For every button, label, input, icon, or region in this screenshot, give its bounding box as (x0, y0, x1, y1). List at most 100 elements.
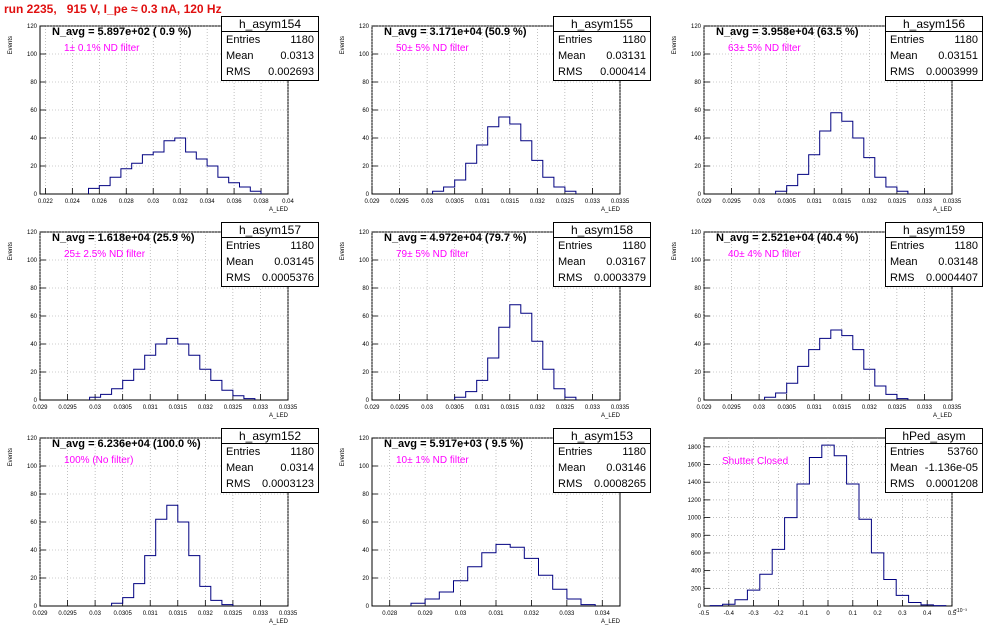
y-tick-label: 60 (30, 314, 37, 320)
y-tick-label: 1200 (688, 498, 702, 504)
x-tick-label: 0.032 (173, 199, 189, 205)
x-tick-label: 0.0305 (445, 405, 464, 411)
stats-value: 1180 (290, 32, 314, 48)
stats-value: 1180 (290, 444, 314, 460)
stats-value: 0.03131 (606, 48, 646, 64)
filter-annotation: 100% (No filter) (64, 455, 133, 466)
y-tick-label: 0 (698, 604, 702, 610)
x-axis-label: A_LED (933, 413, 953, 419)
stats-label: RMS (890, 64, 914, 80)
stats-value: 0.0004407 (926, 270, 978, 286)
filter-annotation: Shutter Closed (722, 456, 788, 467)
x-tick-label: 0.0305 (113, 611, 132, 617)
x-tick-label: 0.03 (147, 199, 159, 205)
x-tick-label: 0.03 (753, 199, 765, 205)
y-tick-label: 0 (366, 604, 370, 610)
navg-label: N_avg = 2.521e+04 (40.4 %) (716, 232, 858, 244)
x-axis-label: A_LED (601, 413, 621, 419)
filter-annotation: 10± 1% ND filter (396, 455, 469, 466)
y-tick-label: 20 (30, 370, 37, 376)
y-axis-label: Events (340, 448, 346, 466)
stats-label: Mean (890, 460, 918, 476)
x-tick-label: 0.031 (143, 611, 159, 617)
x-tick-label: 0.3 (898, 611, 907, 617)
stats-value: -1.136e-05 (925, 460, 978, 476)
x-tick-label: 0.0335 (611, 405, 630, 411)
navg-label: N_avg = 5.917e+03 ( 9.5 %) (384, 438, 523, 450)
histogram-name: h_asym156 (886, 17, 982, 32)
y-tick-label: 1600 (688, 463, 702, 469)
x-tick-label: 0.022 (38, 199, 54, 205)
y-tick-label: 60 (362, 314, 369, 320)
x-tick-label: 0.0295 (390, 199, 409, 205)
y-tick-label: 800 (691, 533, 702, 539)
x-tick-label: 0.03 (421, 405, 433, 411)
stats-label: Entries (226, 238, 260, 254)
navg-label: N_avg = 4.972e+04 (79.7 %) (384, 232, 526, 244)
y-tick-label: 120 (27, 24, 38, 30)
x-tick-label: 0.029 (32, 611, 48, 617)
stats-row-entries: Entries 1180 (222, 32, 318, 48)
y-tick-label: 20 (362, 576, 369, 582)
y-tick-label: 120 (27, 436, 38, 442)
stats-label: Mean (558, 460, 586, 476)
x-tick-label: 0.2 (873, 611, 882, 617)
x-tick-label: 0.029 (32, 405, 48, 411)
y-axis-label: Events (8, 448, 14, 466)
stats-label: Entries (558, 238, 592, 254)
y-tick-label: 120 (359, 230, 370, 236)
x-tick-label: 0.4 (923, 611, 932, 617)
y-tick-label: 40 (362, 342, 369, 348)
stats-value: 53760 (947, 444, 978, 460)
navg-label: N_avg = 1.618e+04 (25.9 %) (52, 232, 194, 244)
x-tick-label: 0.024 (65, 199, 81, 205)
histogram-name: h_asym157 (222, 223, 318, 238)
x-tick-label: 0.0325 (224, 405, 243, 411)
y-tick-label: 120 (691, 230, 702, 236)
x-tick-label: 0.033 (585, 405, 601, 411)
x-tick-label: 0.036 (227, 199, 243, 205)
y-tick-label: 400 (691, 569, 702, 575)
stats-label: Entries (226, 32, 260, 48)
y-tick-label: 0 (366, 192, 370, 198)
stats-label: Entries (558, 444, 592, 460)
x-tick-label: 0.0305 (445, 199, 464, 205)
x-tick-label: 0.0315 (169, 611, 188, 617)
stats-value: 1180 (954, 238, 978, 254)
y-tick-label: 120 (359, 436, 370, 442)
y-axis-label: Events (672, 36, 678, 54)
stats-label: Mean (890, 48, 918, 64)
y-tick-label: 20 (362, 370, 369, 376)
stats-label: Entries (890, 32, 924, 48)
stats-value: 1180 (622, 444, 646, 460)
y-tick-label: 20 (30, 164, 37, 170)
y-tick-label: 100 (27, 52, 38, 58)
x-tick-label: 0.029 (696, 405, 712, 411)
x-tick-label: 0.032 (198, 405, 214, 411)
stats-label: Entries (226, 444, 260, 460)
stats-label: Entries (890, 238, 924, 254)
x-tick-label: 0.0325 (888, 405, 907, 411)
y-tick-label: 20 (30, 576, 37, 582)
y-tick-label: 80 (30, 80, 37, 86)
y-tick-label: 100 (691, 52, 702, 58)
x-tick-label: 0.033 (917, 405, 933, 411)
y-tick-label: 0 (34, 398, 38, 404)
y-tick-label: 80 (362, 80, 369, 86)
y-axis-label: Events (8, 36, 14, 54)
stats-value: 1180 (290, 238, 314, 254)
y-tick-label: 80 (30, 286, 37, 292)
y-tick-label: 40 (30, 548, 37, 554)
x-tick-label: 0.038 (254, 199, 270, 205)
